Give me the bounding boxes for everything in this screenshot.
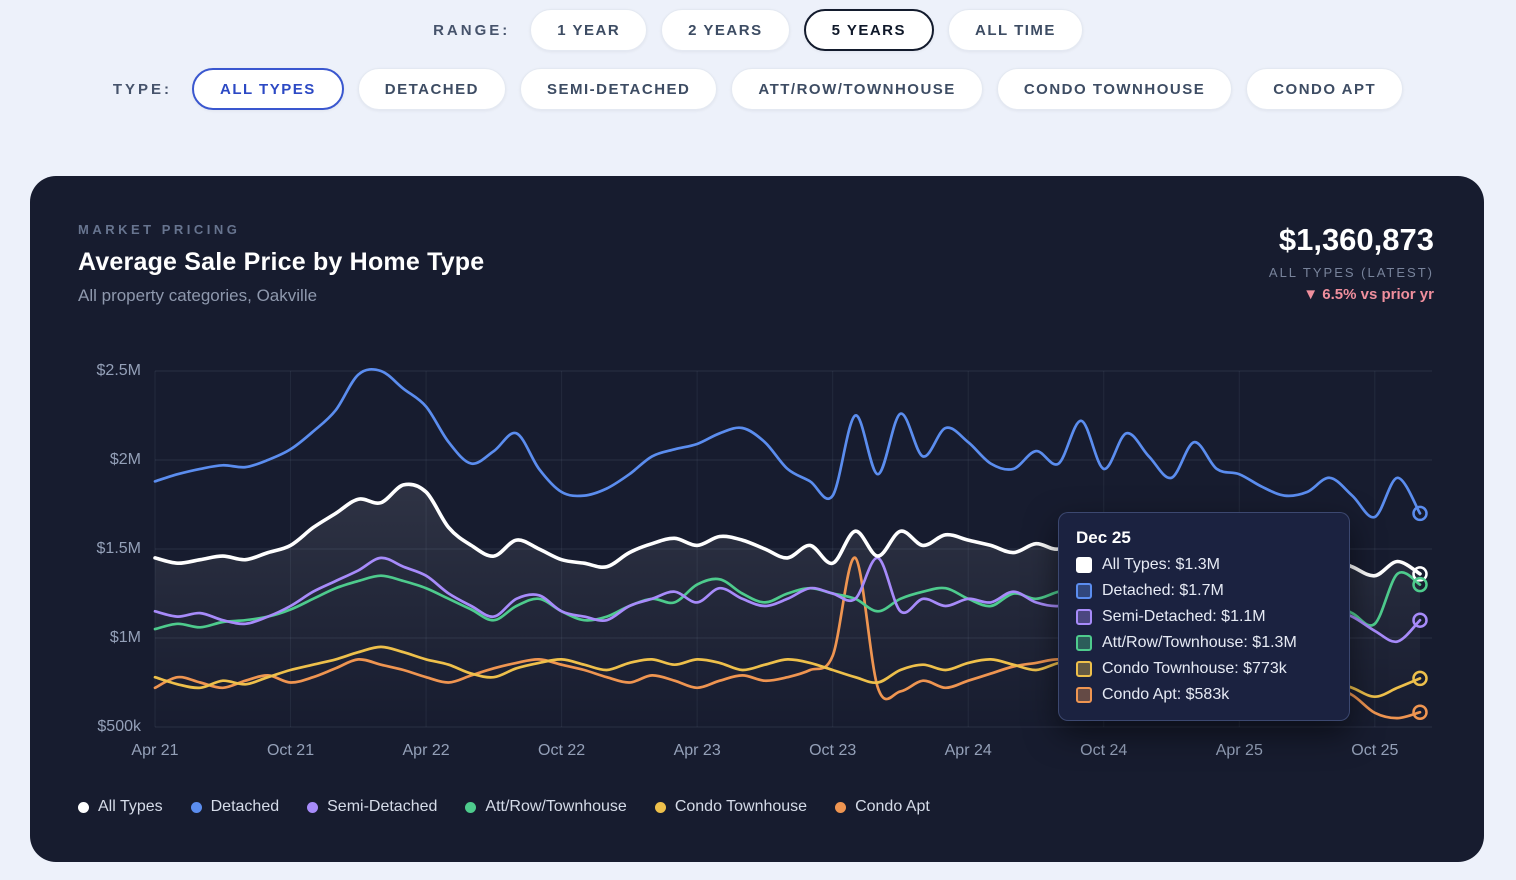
- hover-marker-all-types: [1412, 566, 1428, 582]
- tooltip-swatch: [1076, 635, 1092, 651]
- price-change-text: 6.5% vs prior yr: [1322, 286, 1434, 303]
- x-axis-label: Apr 25: [1215, 742, 1263, 759]
- card-header-left: MARKET PRICING Average Sale Price by Hom…: [78, 222, 484, 306]
- chart-subtitle: All property categories, Oakville: [78, 286, 318, 305]
- legend-dot: [190, 801, 202, 813]
- range-option-2-years[interactable]: 2 YEARS: [661, 9, 790, 51]
- x-axis-label: Apr 22: [402, 742, 450, 759]
- eyebrow-label: MARKET PRICING: [78, 222, 241, 237]
- tooltip-row: Semi-Detached: $1.1M: [1076, 608, 1332, 626]
- chart-title: Average Sale Price by Home Type: [78, 248, 485, 276]
- legend-label: Att/Row/Townhouse: [485, 798, 627, 815]
- range-option-all-time[interactable]: ALL TIME: [948, 9, 1083, 51]
- x-axis-label: Oct 25: [1351, 742, 1399, 759]
- legend-dot: [78, 801, 89, 813]
- type-filter: TYPE: ALL TYPES DETACHED SEMI-DETACHED A…: [0, 68, 1516, 110]
- tooltip-rows: All Types: $1.3M Detached: $1.7M Semi-Deta…: [1076, 556, 1332, 704]
- tooltip-row: All Types: $1.3M: [1076, 556, 1332, 574]
- tooltip-swatch: [1076, 557, 1092, 573]
- legend-label: Semi-Detached: [327, 798, 438, 815]
- legend-label: Condo Townhouse: [674, 798, 808, 815]
- type-option-semi-detached[interactable]: SEMI-DETACHED: [519, 68, 718, 110]
- x-axis-label: Oct 22: [538, 742, 586, 759]
- legend-dot: [654, 801, 666, 813]
- y-axis-label: $2.5M: [96, 362, 141, 379]
- latest-stat: $1,360,873 ALL TYPES (LATEST) ▼ 6.5% vs …: [1269, 222, 1434, 303]
- type-option-all-types[interactable]: ALL TYPES: [192, 68, 344, 110]
- legend-label: Condo Apt: [855, 798, 930, 815]
- legend-item-condo-townhouse[interactable]: Condo Townhouse: [654, 798, 808, 816]
- latest-price-value: $1,360,873: [1278, 222, 1434, 257]
- tooltip-swatch: [1076, 687, 1092, 703]
- tooltip-row-text: Detached: $1.7M: [1102, 582, 1224, 599]
- hover-marker-detached: [1412, 505, 1428, 522]
- legend-item-semi-detached[interactable]: Semi-Detached: [307, 798, 437, 816]
- type-label: TYPE:: [112, 80, 172, 98]
- x-axis-label: Oct 21: [266, 742, 315, 759]
- y-axis-label: $500k: [97, 718, 141, 735]
- legend-label: All Types: [98, 798, 163, 815]
- range-option-1-year[interactable]: 1 YEAR: [530, 9, 648, 51]
- legend-item-all-types[interactable]: All Types: [78, 798, 163, 816]
- legend-item-condo-apt[interactable]: Condo Apt: [835, 798, 930, 816]
- range-label: RANGE:: [433, 21, 511, 39]
- y-axis-label: $1M: [109, 629, 141, 646]
- legend-item-detached[interactable]: Detached: [190, 798, 280, 816]
- type-option-att-row-townhouse[interactable]: ATT/ROW/TOWNHOUSE: [731, 68, 983, 110]
- tooltip-row-text: Condo Apt: $583k: [1102, 686, 1230, 703]
- hover-marker-semi-detached: [1412, 612, 1428, 628]
- legend-item-att-row-townhouse[interactable]: Att/Row/Townhouse: [465, 798, 627, 816]
- chart-legend: All Types Detached Semi-Detached Att/Row/To…: [78, 798, 930, 816]
- type-option-condo-apt[interactable]: CONDO APT: [1246, 68, 1404, 110]
- tooltip-row-text: Att/Row/Townhouse: $1.3M: [1102, 634, 1297, 651]
- price-change: ▼ 6.5% vs prior yr: [1269, 286, 1434, 303]
- series-line-detached: [153, 367, 1422, 519]
- x-axis-label: Apr 24: [944, 742, 992, 759]
- tooltip-row: Detached: $1.7M: [1076, 582, 1332, 600]
- legend-dot: [465, 801, 477, 813]
- tooltip-row-text: Condo Townhouse: $773k: [1102, 660, 1287, 677]
- legend-label: Detached: [210, 798, 280, 815]
- tooltip-row-text: All Types: $1.3M: [1102, 556, 1220, 573]
- x-axis-label: Oct 24: [1080, 742, 1128, 759]
- range-filter: RANGE: 1 YEAR 2 YEARS 5 YEARS ALL TIME: [0, 0, 1516, 51]
- tooltip-date: Dec 25: [1076, 528, 1131, 547]
- latest-price-label: ALL TYPES (LATEST): [1268, 265, 1434, 280]
- y-axis-label: $1.5M: [96, 540, 141, 557]
- range-option-5-years[interactable]: 5 YEARS: [803, 9, 935, 51]
- x-axis-label: Apr 23: [673, 742, 721, 759]
- tooltip-row-text: Semi-Detached: $1.1M: [1102, 608, 1266, 625]
- tooltip-row: Condo Townhouse: $773k: [1076, 660, 1332, 678]
- down-arrow-icon: ▼: [1303, 286, 1319, 303]
- card-header: MARKET PRICING Average Sale Price by Hom…: [30, 176, 1484, 306]
- type-option-detached[interactable]: DETACHED: [357, 68, 506, 110]
- x-axis-label: Oct 23: [809, 742, 857, 759]
- tooltip-row: Condo Apt: $583k: [1076, 686, 1332, 704]
- hover-marker-att-row-townhouse: [1412, 576, 1428, 593]
- y-axis-label: $2M: [109, 451, 141, 468]
- tooltip-row: Att/Row/Townhouse: $1.3M: [1076, 634, 1332, 652]
- chart-tooltip: Dec 25 All Types: $1.3M Detached: $1.7M Se…: [1058, 512, 1350, 721]
- legend-dot: [835, 801, 847, 813]
- type-option-condo-townhouse[interactable]: CONDO TOWNHOUSE: [996, 68, 1233, 110]
- legend-dot: [307, 801, 319, 813]
- hover-marker-condo-apt: [1412, 704, 1428, 720]
- x-axis-label: Apr 21: [131, 742, 179, 759]
- tooltip-swatch: [1076, 583, 1092, 599]
- tooltip-swatch: [1076, 661, 1092, 677]
- chart-card: MARKET PRICING Average Sale Price by Hom…: [30, 176, 1484, 862]
- tooltip-swatch: [1076, 609, 1092, 625]
- hover-marker-condo-townhouse: [1412, 670, 1428, 687]
